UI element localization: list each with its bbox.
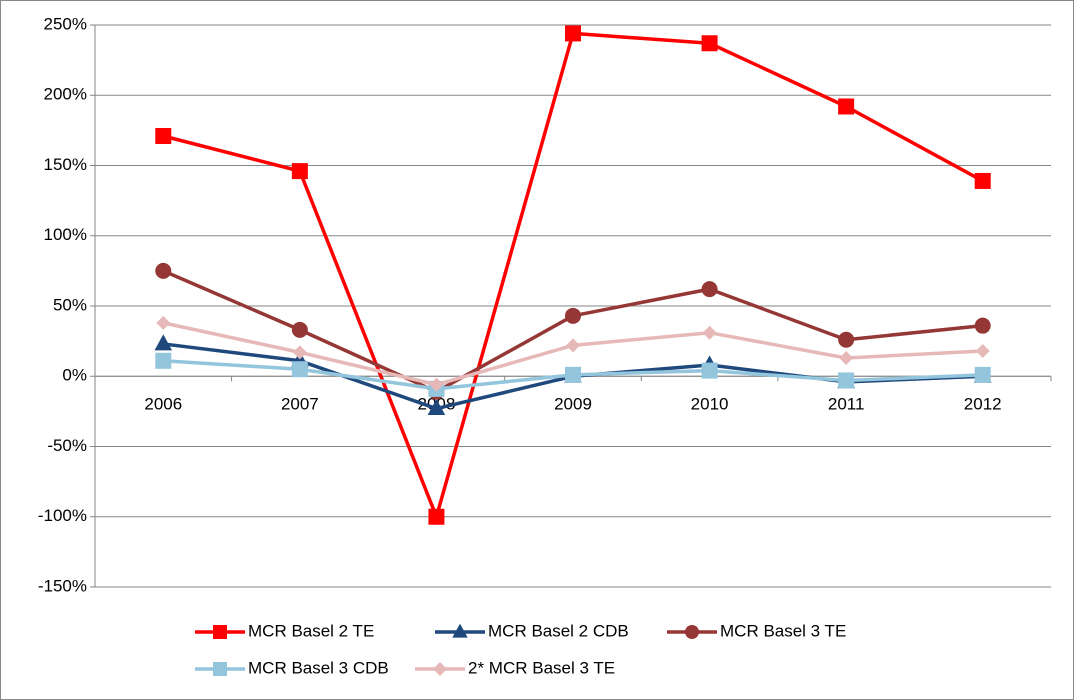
- x-tick-label: 2009: [554, 395, 592, 414]
- marker: [291, 321, 308, 338]
- marker: [155, 127, 172, 144]
- x-tick-label: 2007: [281, 395, 319, 414]
- y-tick-label: 50%: [53, 295, 87, 314]
- marker: [838, 331, 855, 348]
- marker: [156, 315, 171, 330]
- marker: [213, 662, 227, 676]
- marker: [975, 343, 990, 358]
- marker: [838, 98, 855, 115]
- x-tick-label: 2006: [144, 395, 182, 414]
- y-tick-label: -150%: [38, 576, 87, 595]
- marker: [565, 307, 581, 324]
- marker: [452, 623, 468, 638]
- y-tick-label: 150%: [44, 155, 87, 174]
- marker: [427, 398, 446, 415]
- marker: [291, 163, 308, 180]
- y-tick-label: -100%: [38, 506, 87, 525]
- y-tick-label: -50%: [47, 436, 87, 455]
- marker: [839, 350, 854, 365]
- y-tick-label: 250%: [44, 14, 87, 33]
- marker: [838, 372, 855, 389]
- marker: [974, 366, 991, 383]
- marker: [565, 366, 581, 383]
- marker: [566, 338, 580, 353]
- x-tick-label: 2012: [964, 395, 1002, 414]
- y-tick-label: 200%: [44, 85, 87, 104]
- marker: [291, 361, 308, 378]
- marker: [428, 508, 445, 525]
- marker: [974, 317, 991, 334]
- marker: [155, 352, 172, 369]
- marker: [429, 377, 444, 392]
- marker: [685, 625, 699, 639]
- marker: [974, 172, 991, 189]
- y-tick-label: 100%: [44, 225, 87, 244]
- x-tick-label: 2011: [828, 395, 865, 414]
- marker: [213, 625, 227, 639]
- marker: [701, 362, 718, 379]
- marker: [702, 325, 717, 340]
- marker: [701, 35, 718, 52]
- legend-label: MCR Basel 2 TE: [248, 621, 374, 640]
- marker: [433, 662, 447, 676]
- marker: [701, 281, 718, 298]
- legend-label: 2* MCR Basel 3 TE: [468, 658, 615, 677]
- marker: [154, 334, 173, 351]
- x-tick-label: 2010: [691, 395, 729, 414]
- legend-label: MCR Basel 3 CDB: [248, 658, 389, 677]
- y-tick-label: 0%: [62, 366, 87, 385]
- legend-label: MCR Basel 2 CDB: [488, 621, 629, 640]
- marker: [565, 25, 581, 42]
- legend-label: MCR Basel 3 TE: [720, 621, 846, 640]
- marker: [155, 262, 172, 279]
- marker: [292, 345, 307, 360]
